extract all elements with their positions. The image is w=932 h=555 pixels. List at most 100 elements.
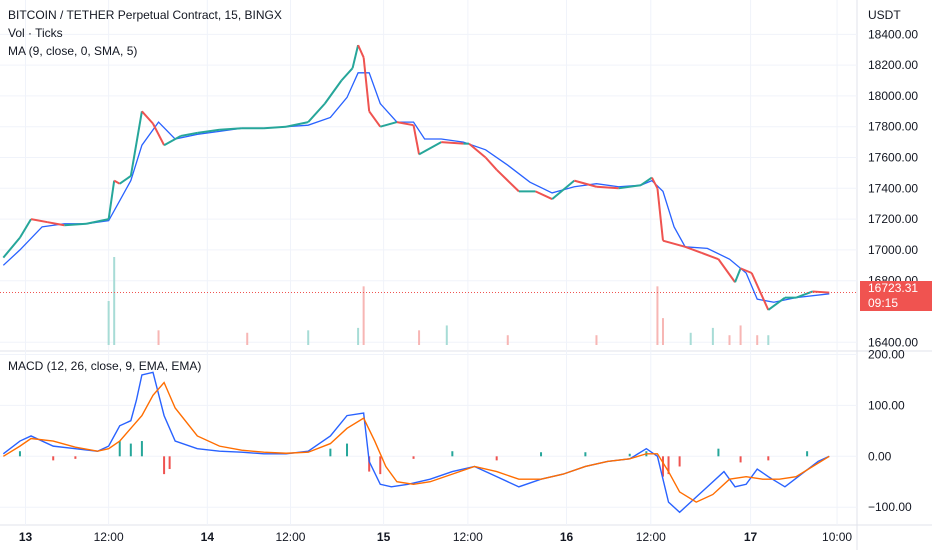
price-tick-label: 17200.00 xyxy=(868,212,918,226)
volume-bar xyxy=(661,318,664,345)
price-segment xyxy=(219,127,242,131)
macd-histogram-bar xyxy=(806,451,809,457)
macd-histogram-bar xyxy=(379,456,382,475)
price-segment xyxy=(468,142,487,159)
macd-indicator-label[interactable]: MACD (12, 26, close, 9, EMA, EMA) xyxy=(8,359,202,373)
volume-bar xyxy=(756,335,759,345)
time-tick-label: 12:00 xyxy=(275,530,305,544)
time-tick-label: 15 xyxy=(377,530,391,544)
signal-line xyxy=(2,381,830,503)
macd-tick-label: 200.00 xyxy=(868,348,905,362)
macd-line xyxy=(2,371,830,514)
last-price-value: 16723.31 xyxy=(868,281,919,295)
price-segment xyxy=(340,67,354,82)
price-segment xyxy=(380,121,398,128)
macd-histogram-bar xyxy=(540,452,543,457)
macd-histogram-bar xyxy=(717,448,720,457)
price-segment xyxy=(701,252,719,261)
price-segment xyxy=(740,267,753,274)
volume-bar xyxy=(767,335,770,345)
price-segment xyxy=(113,179,121,185)
volume-bar xyxy=(739,325,742,345)
price-tick-label: 18000.00 xyxy=(868,89,918,103)
price-tick-label: 17800.00 xyxy=(868,120,918,134)
price-segment xyxy=(750,272,770,311)
volume-bar xyxy=(506,335,509,345)
price-segment xyxy=(19,218,32,239)
macd-histogram-bar xyxy=(739,456,742,463)
time-tick-label: 13 xyxy=(19,530,33,544)
price-segment xyxy=(152,123,165,146)
price-segment xyxy=(484,156,498,171)
volume-bar xyxy=(656,286,659,345)
macd-histogram-bar xyxy=(129,443,132,457)
ma-line xyxy=(2,72,830,303)
price-segment xyxy=(767,296,786,311)
price-segment xyxy=(418,141,442,156)
price-segment xyxy=(141,110,154,125)
price-segment xyxy=(351,44,360,69)
candle-countdown: 09:15 xyxy=(868,296,899,310)
macd-histogram-bar xyxy=(584,452,587,457)
price-segment xyxy=(656,188,664,241)
price-segment xyxy=(357,44,365,58)
price-tick-label: 18400.00 xyxy=(868,27,918,41)
macd-histogram-bar xyxy=(678,456,681,467)
price-segment xyxy=(129,111,143,177)
macd-histogram-bar xyxy=(628,453,631,457)
macd-histogram-bar xyxy=(18,451,21,457)
volume-bars xyxy=(107,257,770,345)
macd-tick-label: 0.00 xyxy=(868,449,892,463)
price-series xyxy=(2,44,830,311)
volume-bar xyxy=(113,257,116,345)
time-tick-label: 10:00 xyxy=(822,530,852,544)
price-segment xyxy=(495,169,520,193)
volume-bar xyxy=(157,330,160,345)
last-price-tag: 16723.31 09:15 xyxy=(860,281,932,311)
price-segment xyxy=(86,218,109,225)
price-segment xyxy=(263,125,287,130)
macd-histogram-bar xyxy=(346,443,349,457)
price-segment xyxy=(662,239,686,248)
price-segment xyxy=(684,245,703,254)
macd-pane xyxy=(2,371,830,514)
symbol-title[interactable]: BITCOIN / TETHER Perpetual Contract, 15,… xyxy=(8,8,282,22)
price-segment xyxy=(119,175,132,185)
price-tick-label: 16400.00 xyxy=(868,335,918,349)
price-segment xyxy=(368,110,382,128)
macd-histogram-bar xyxy=(412,456,415,459)
macd-histogram-bar xyxy=(495,456,498,461)
volume-bar xyxy=(595,335,598,345)
time-tick-label: 12:00 xyxy=(636,530,666,544)
volume-indicator-label[interactable]: Vol · Ticks xyxy=(8,26,63,40)
price-segment xyxy=(596,185,619,190)
currency-label: USDT xyxy=(868,8,901,22)
macd-histogram-bar xyxy=(163,456,166,475)
price-tick-label: 18200.00 xyxy=(868,58,918,72)
axes: 16400.0016800.0017000.0017200.0017400.00… xyxy=(19,27,919,544)
volume-bar xyxy=(307,330,310,345)
volume-bar xyxy=(418,330,421,345)
macd-histogram-bar xyxy=(140,441,143,457)
macd-histogram-bar xyxy=(74,456,77,459)
price-segment xyxy=(734,268,742,283)
price-segment xyxy=(795,290,814,299)
ma-indicator-label[interactable]: MA (9, close, 0, SMA, 5) xyxy=(8,44,138,58)
price-segment xyxy=(307,102,326,123)
price-segment xyxy=(180,131,198,137)
price-segment xyxy=(412,124,421,155)
price-segment xyxy=(640,176,653,187)
volume-bar xyxy=(357,327,360,345)
price-segment xyxy=(651,177,659,189)
price-segment xyxy=(107,180,116,220)
price-segment xyxy=(618,184,641,190)
price-segment xyxy=(812,290,830,294)
macd-histogram-bar xyxy=(667,456,670,475)
volume-bar xyxy=(445,325,448,345)
volume-bar xyxy=(246,332,249,345)
volume-bar xyxy=(711,327,714,345)
price-segment xyxy=(324,79,343,105)
